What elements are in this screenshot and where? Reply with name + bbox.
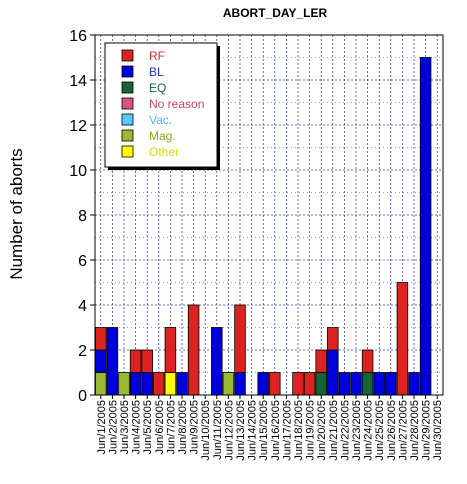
x-tick-label: Jun/23/2005 xyxy=(351,400,363,461)
x-tick-label: Jun/25/2005 xyxy=(374,400,386,461)
bar-segment xyxy=(129,372,142,396)
x-tick-label: Jun/10/2005 xyxy=(200,400,212,461)
bar-segment xyxy=(234,304,246,373)
x-tick-label: Jun/30/2005 xyxy=(432,400,444,461)
y-tick-labels: 0 2 4 6 8 10 12 14 16 xyxy=(69,28,87,405)
legend-label: Vac. xyxy=(149,113,172,127)
bar-segment xyxy=(95,372,107,396)
bar-segment xyxy=(95,327,107,351)
bar-segment xyxy=(361,349,374,373)
bar-segment xyxy=(129,349,142,373)
bar-segment xyxy=(292,372,304,396)
bar-segment xyxy=(327,349,339,396)
x-tick-label: Jun/5/2005 xyxy=(142,400,154,454)
bar-segment xyxy=(419,57,432,396)
bar-segment xyxy=(141,372,153,396)
bar-segment xyxy=(327,327,339,351)
x-tick-label: Jun/20/2005 xyxy=(316,400,328,461)
bar-segment xyxy=(141,349,153,373)
x-tick-label: Jun/1/2005 xyxy=(96,400,108,454)
bar-segment xyxy=(338,372,351,396)
bar-segment xyxy=(234,372,246,396)
bar-segment xyxy=(373,372,385,396)
x-tick-label: Jun/18/2005 xyxy=(293,400,305,461)
x-tick-label: Jun/4/2005 xyxy=(131,400,143,454)
x-tick-label: Jun/26/2005 xyxy=(386,400,398,461)
bar-segment xyxy=(222,372,235,396)
x-tick-label: Jun/2/2005 xyxy=(107,400,119,454)
x-tick-label: Jun/21/2005 xyxy=(328,400,340,461)
legend-label: Other xyxy=(149,145,179,159)
x-tick-label: Jun/6/2005 xyxy=(154,400,166,454)
legend-swatch xyxy=(121,81,134,94)
legend-label: RF xyxy=(149,49,165,63)
x-tick-label: Jun/13/2005 xyxy=(235,400,247,461)
chart-title: ABORT_DAY_LER xyxy=(223,6,328,20)
x-tick-label: Jun/19/2005 xyxy=(305,400,317,461)
bar-segment xyxy=(315,372,327,396)
legend-label: EQ xyxy=(149,81,166,95)
y-tick-label: 16 xyxy=(69,28,87,45)
x-tick-label: Jun/22/2005 xyxy=(339,400,351,461)
y-axis-label: Number of aborts xyxy=(7,148,26,279)
bar-segment xyxy=(257,372,269,396)
y-tick-label: 2 xyxy=(78,343,87,360)
legend-swatch xyxy=(121,49,134,62)
bar-segment xyxy=(187,304,200,396)
bar-segment xyxy=(211,327,223,396)
bar-segment xyxy=(350,372,362,396)
bar-segment xyxy=(361,372,374,396)
bar-segment xyxy=(269,372,281,396)
bar-segment xyxy=(303,372,316,396)
legend-swatch xyxy=(121,113,134,126)
legend-swatch xyxy=(121,65,134,78)
legend-label: No reason xyxy=(149,97,204,111)
bar-segment xyxy=(164,372,177,396)
bar-segment xyxy=(106,327,119,396)
bars xyxy=(95,57,432,396)
y-tick-label: 4 xyxy=(78,298,87,315)
y-tick-label: 12 xyxy=(69,118,87,135)
x-tick-label: Jun/14/2005 xyxy=(247,400,259,461)
bar-segment xyxy=(315,349,327,373)
x-tick-label: Jun/15/2005 xyxy=(258,400,270,461)
bar-segment xyxy=(408,372,420,396)
x-tick-label: Jun/29/2005 xyxy=(421,400,433,461)
legend: RF BL EQ No reason Vac. Mag. Other xyxy=(104,42,220,170)
bar-segment xyxy=(396,282,409,396)
y-tick-label: 14 xyxy=(69,73,87,90)
bar-segment xyxy=(153,372,165,396)
x-tick-label: Jun/24/2005 xyxy=(363,400,375,461)
x-tick-label: Jun/17/2005 xyxy=(281,400,293,461)
x-tick-label: Jun/8/2005 xyxy=(177,400,189,454)
x-tick-label: Jun/27/2005 xyxy=(397,400,409,461)
legend-swatch xyxy=(121,129,134,142)
y-tick-label: 10 xyxy=(69,163,87,180)
x-tick-label: Jun/12/2005 xyxy=(223,400,235,461)
x-tick-labels: Jun/1/2005 Jun/2/2005 Jun/3/2005 Jun/4/2005… xyxy=(96,400,444,461)
x-tick-label: Jun/11/2005 xyxy=(212,400,224,460)
bar-segment xyxy=(118,372,130,396)
x-tick-label: Jun/3/2005 xyxy=(119,400,131,454)
legend-swatch xyxy=(121,145,134,158)
bar-segment xyxy=(385,372,397,396)
x-tick-label: Jun/28/2005 xyxy=(409,400,421,461)
axes xyxy=(90,34,444,399)
legend-label: BL xyxy=(149,65,164,79)
y-tick-label: 0 xyxy=(78,388,87,405)
y-tick-label: 8 xyxy=(78,208,87,225)
x-tick-label: Jun/16/2005 xyxy=(270,400,282,461)
y-tick-label: 6 xyxy=(78,253,87,270)
x-tick-label: Jun/9/2005 xyxy=(189,400,201,454)
x-tick-label: Jun/7/2005 xyxy=(165,400,177,454)
bar-segment xyxy=(164,327,177,373)
legend-label: Mag. xyxy=(149,129,176,143)
bar-segment xyxy=(95,349,107,373)
legend-swatch xyxy=(121,97,134,110)
bar-segment xyxy=(176,372,188,396)
